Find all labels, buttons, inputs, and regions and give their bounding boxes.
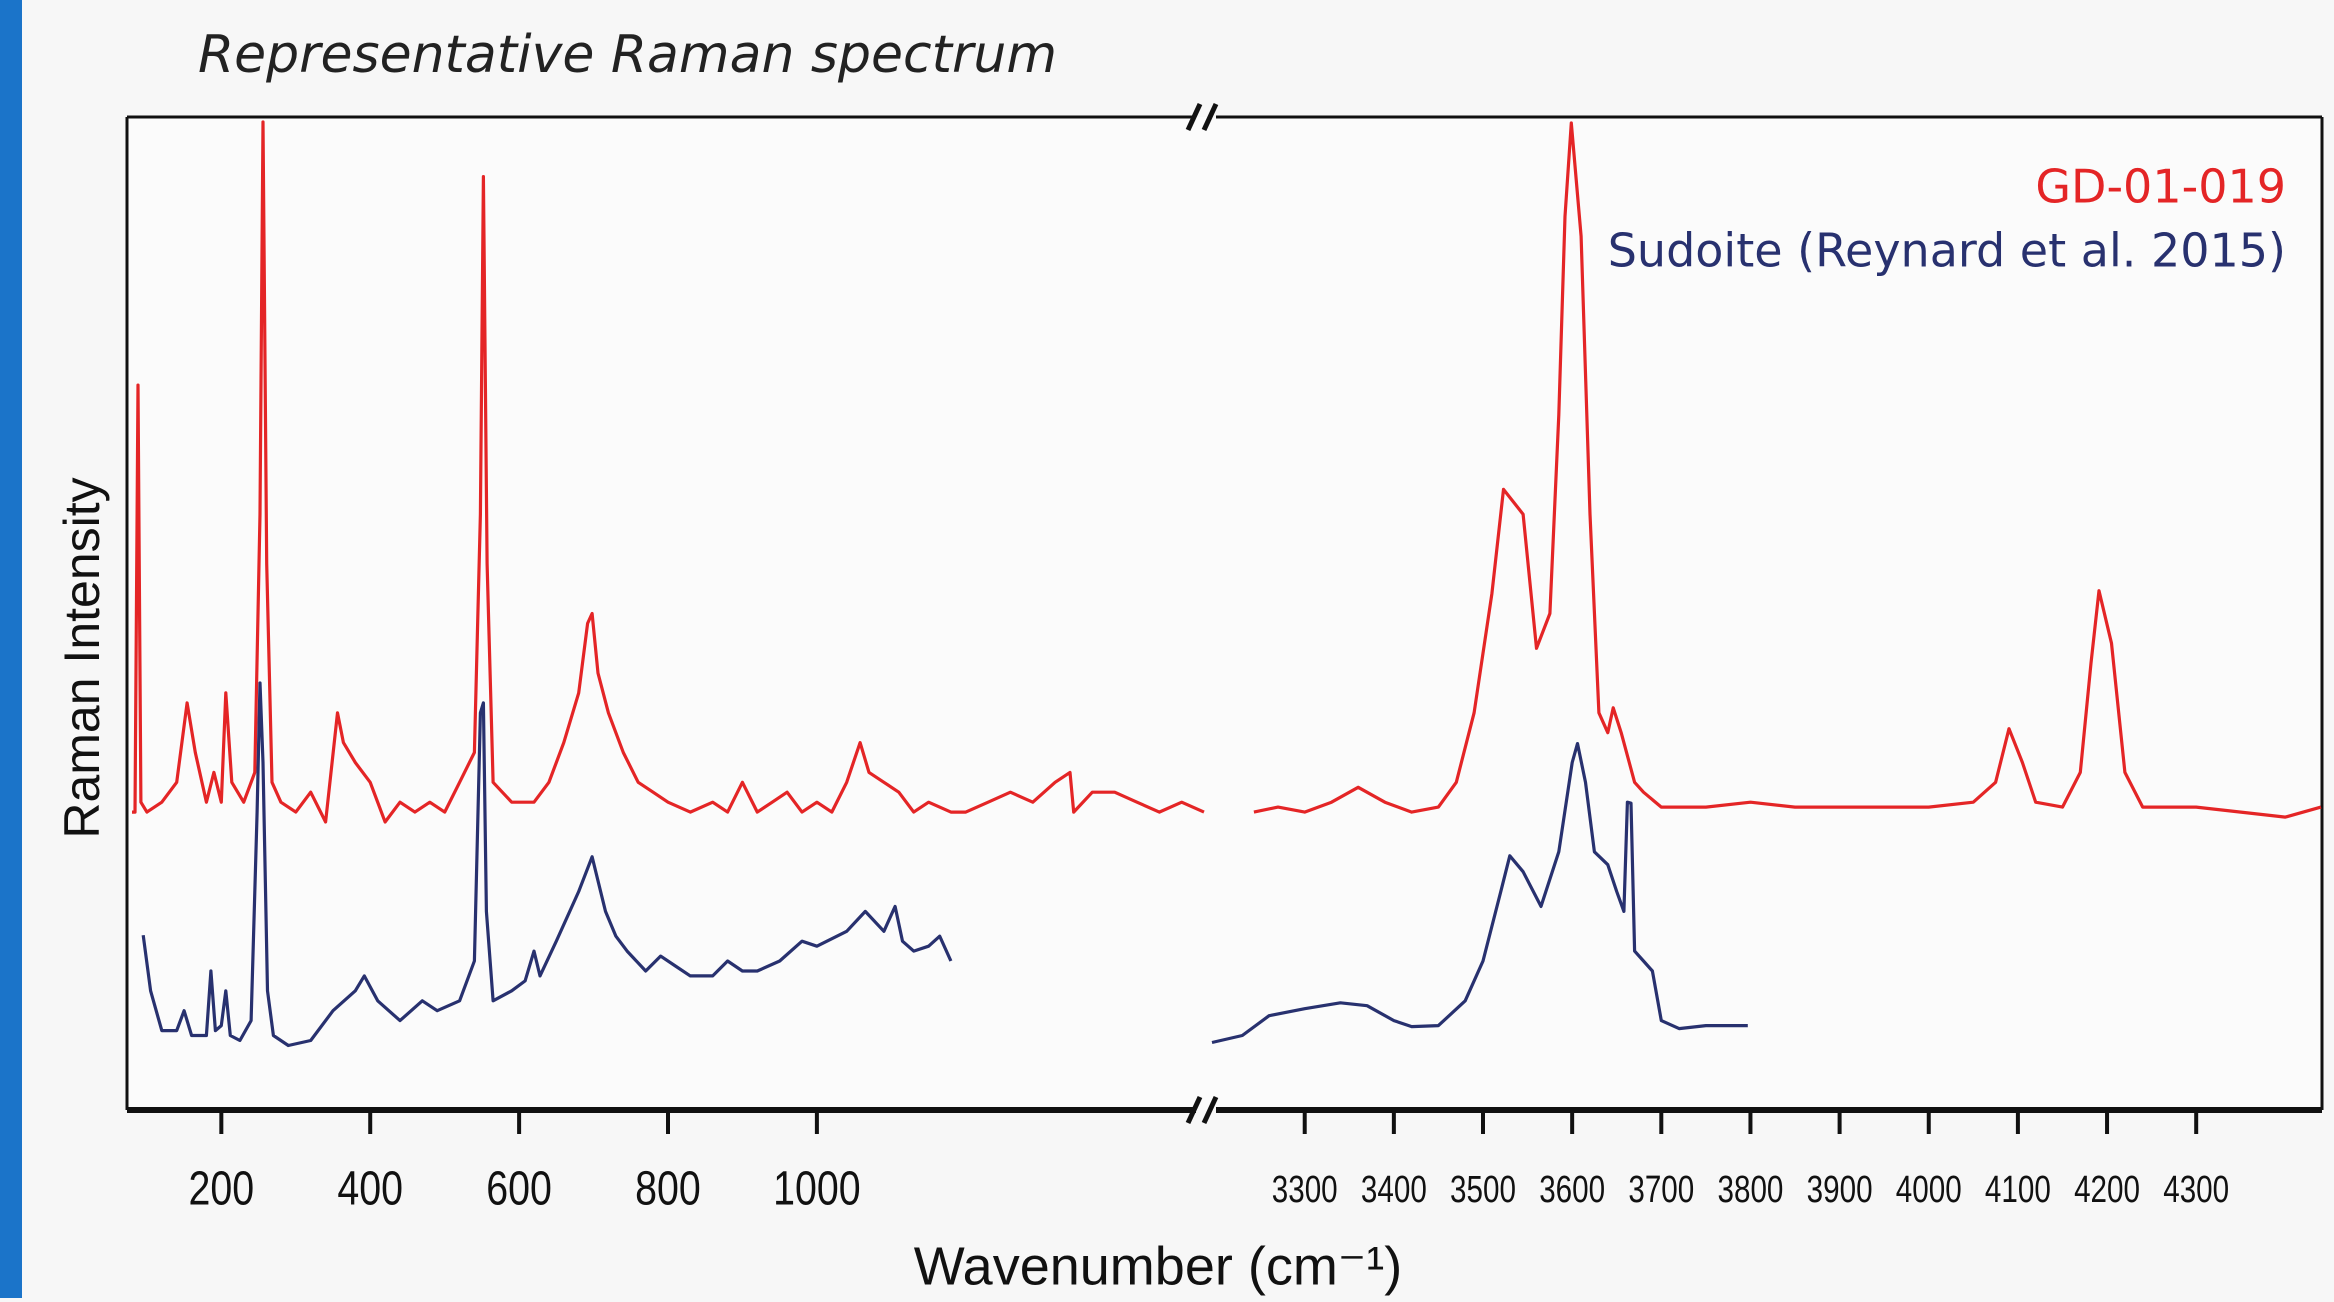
x-tick-label: 3700 xyxy=(1628,1169,1694,1211)
chart-title: Representative Raman spectrum xyxy=(198,25,1057,85)
x-tick-label: 3600 xyxy=(1539,1169,1605,1211)
x-tick-label: 4300 xyxy=(2163,1169,2229,1211)
x-tick-label: 4100 xyxy=(1985,1169,2051,1211)
x-tick-label: 3500 xyxy=(1450,1169,1516,1211)
frame xyxy=(125,115,2324,1110)
series-line xyxy=(1211,742,1748,1045)
break-mark xyxy=(1201,1095,1219,1125)
break-mark xyxy=(1185,102,1203,132)
x-tick-label: 800 xyxy=(635,1162,701,1216)
x-tick-label: 4000 xyxy=(1896,1169,1962,1211)
x-tick-label: 400 xyxy=(337,1162,403,1216)
x-tick-label: 4200 xyxy=(2074,1169,2140,1211)
x-tick-label: 3300 xyxy=(1272,1169,1338,1211)
break-mark xyxy=(1185,1095,1203,1125)
x-tick-label: 600 xyxy=(486,1162,552,1216)
plot-area xyxy=(127,117,2322,1110)
x-tick-label: 1000 xyxy=(773,1162,861,1216)
side-stripe xyxy=(0,0,22,1298)
x-tick-label: 3400 xyxy=(1361,1169,1427,1211)
series-line xyxy=(1253,121,2322,819)
x-tick-label: 200 xyxy=(189,1162,255,1216)
x-tick-label: 3800 xyxy=(1717,1169,1783,1211)
series-line xyxy=(132,120,1205,824)
series-line xyxy=(141,681,953,1048)
x-axis-title: Wavenumber (cm⁻¹) xyxy=(914,1236,1403,1296)
y-axis-title: Raman Intensity xyxy=(54,477,110,838)
legend-entry: GD-01-019 xyxy=(2035,160,2286,214)
legend-entry: Sudoite (Reynard et al. 2015) xyxy=(1608,224,2286,278)
axis-break xyxy=(1185,102,1219,1125)
break-mark xyxy=(1201,102,1219,132)
x-tick-label: 3900 xyxy=(1807,1169,1873,1211)
